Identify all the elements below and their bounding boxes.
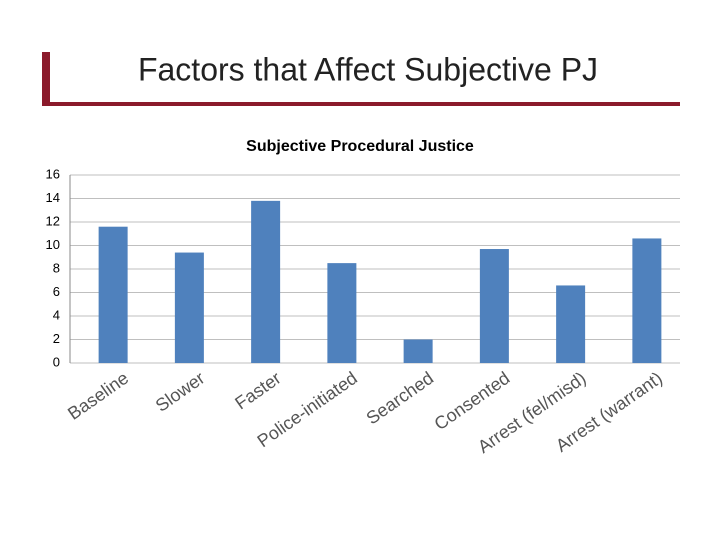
bar (479, 249, 509, 363)
y-tick-label: 14 (46, 190, 60, 205)
bar (556, 285, 586, 363)
bar (632, 238, 662, 363)
x-tick-label: Faster (231, 368, 284, 414)
chart-title: Subjective Procedural Justice (246, 138, 474, 155)
x-tick-label: Slower (152, 368, 209, 416)
bar (327, 263, 357, 363)
bar (98, 226, 128, 363)
y-tick-label: 0 (53, 354, 60, 369)
x-tick-label: Baseline (64, 368, 132, 424)
y-tick-label: 4 (53, 307, 60, 322)
title-accent (42, 52, 50, 106)
slide-title: Factors that Affect Subjective PJ (138, 51, 598, 87)
y-tick-label: 2 (53, 331, 60, 346)
title-rule (42, 102, 680, 106)
y-tick-label: 12 (46, 213, 60, 228)
bar (403, 339, 433, 363)
bar (174, 252, 204, 363)
bar (251, 200, 281, 363)
y-tick-label: 6 (53, 284, 60, 299)
y-tick-label: 10 (46, 237, 60, 252)
y-tick-label: 16 (46, 166, 60, 181)
x-tick-label: Searched (363, 368, 438, 429)
y-tick-label: 8 (53, 260, 60, 275)
